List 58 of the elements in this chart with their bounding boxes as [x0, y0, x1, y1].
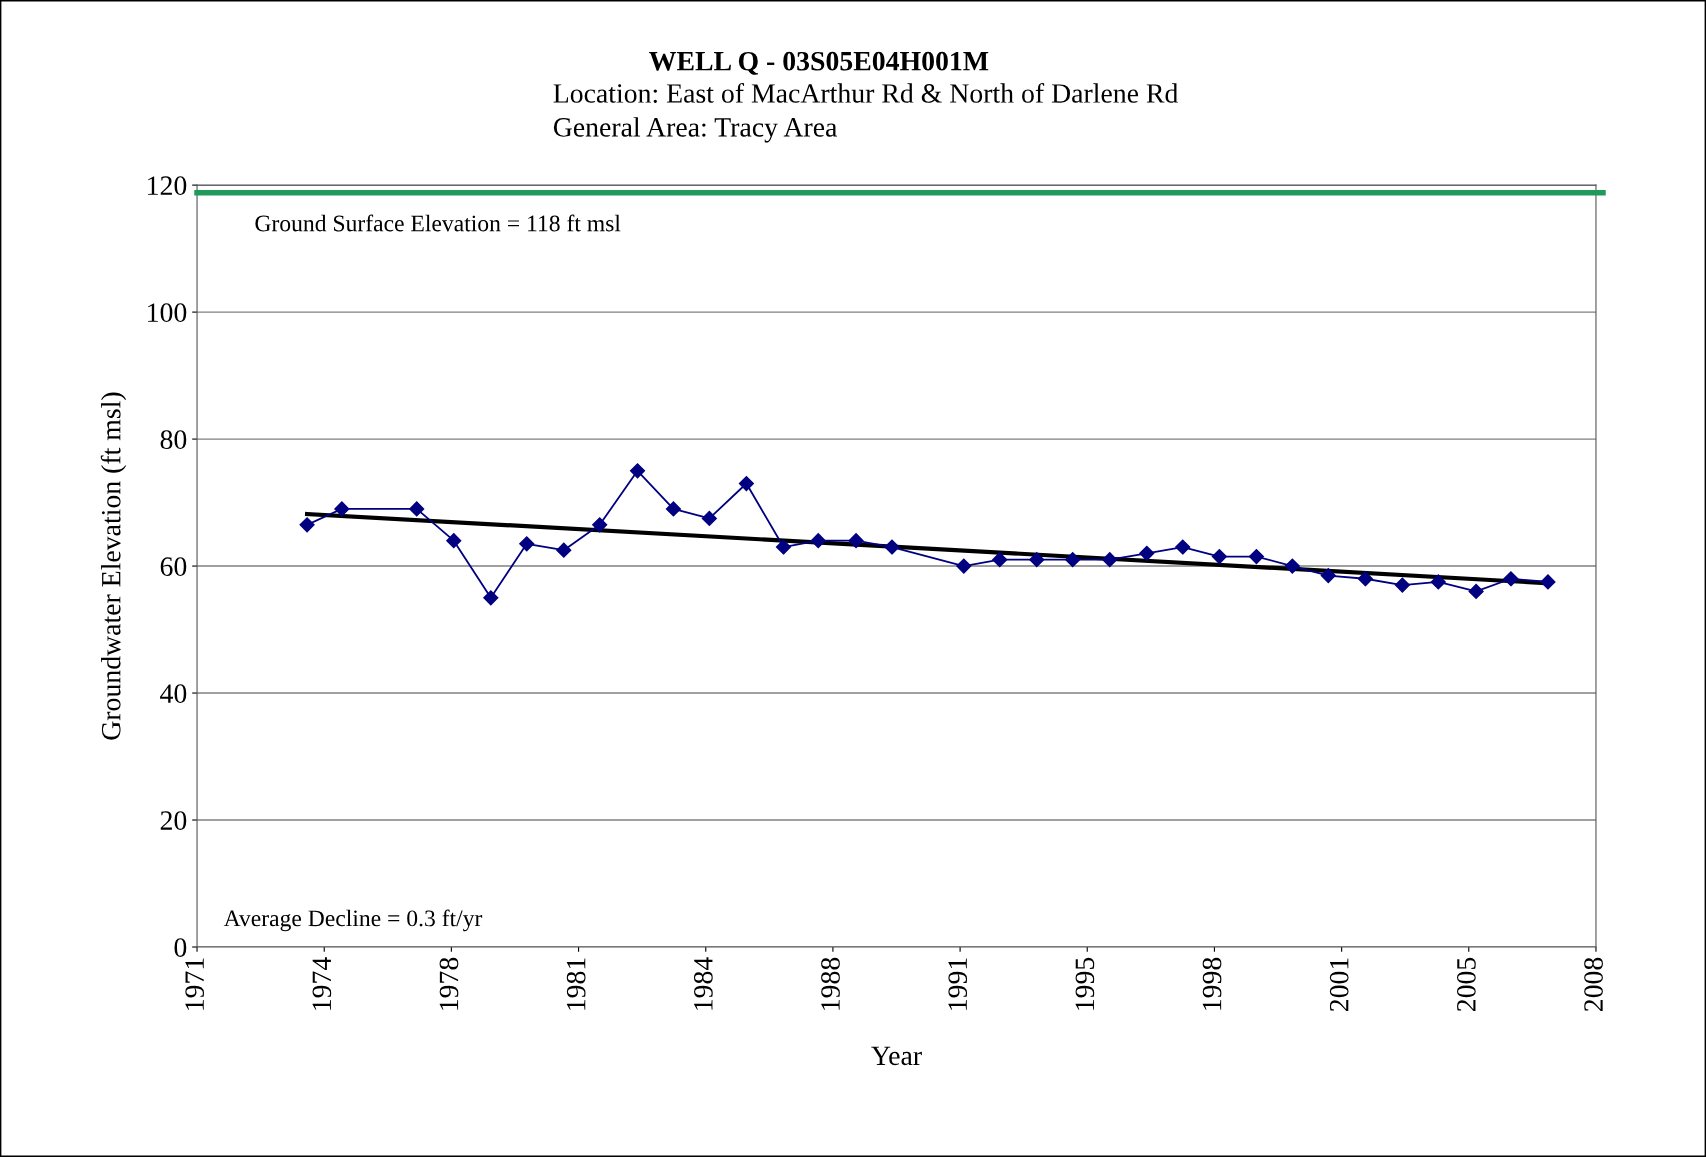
- point: [775, 539, 792, 555]
- point: [1503, 571, 1519, 587]
- point: [519, 536, 535, 552]
- x-tick-label: 1981: [566, 958, 586, 1010]
- annotation: Ground Surface Elevation = 118 ft msl: [255, 214, 621, 232]
- point: [665, 501, 682, 517]
- point: [409, 501, 425, 517]
- point: [1284, 558, 1300, 574]
- x-tick-label: 1984: [693, 957, 713, 1010]
- x-axis-title: Year: [871, 1046, 922, 1066]
- point: [1394, 577, 1410, 593]
- chart-title: WELL Q - 03S05E04H001M: [649, 51, 989, 75]
- y-tick-label: 120: [148, 176, 187, 196]
- point: [1211, 548, 1227, 565]
- point: [334, 501, 350, 517]
- point: [592, 517, 608, 533]
- x-tick-label: 1971: [185, 958, 204, 1010]
- point: [1540, 574, 1556, 590]
- point: [556, 542, 572, 558]
- point: [992, 552, 1008, 568]
- x-tick-label: 1998: [1202, 957, 1222, 1010]
- y-tick-label: 80: [160, 430, 187, 449]
- y-tick-label: 20: [160, 811, 187, 830]
- point: [1357, 571, 1373, 587]
- point: [884, 539, 900, 555]
- x-tick-label: 2001: [1329, 958, 1349, 1012]
- point: [1320, 568, 1336, 584]
- point: [848, 533, 864, 549]
- point: [1468, 583, 1484, 600]
- x-tick-label: 2008: [1584, 957, 1603, 1012]
- x-tick-label: 1995: [1075, 957, 1095, 1010]
- y-tick-label: 60: [160, 557, 187, 576]
- x-tick-label: 1974: [312, 957, 332, 1010]
- x-tick-label: 2005: [1456, 957, 1476, 1012]
- y-tick-label: 40: [160, 684, 187, 703]
- point: [629, 463, 646, 479]
- point: [1430, 574, 1446, 590]
- point: [299, 517, 315, 533]
- point: [1065, 552, 1081, 568]
- chart-subtitle: Location: East of MacArthur Rd & North of Darlene Rd General Area: Tracy Area: [553, 83, 1179, 143]
- point: [956, 558, 972, 574]
- y-tick-label: 0: [174, 938, 187, 957]
- point: [446, 533, 462, 549]
- y-tick-label: 100: [148, 303, 187, 323]
- point: [810, 533, 826, 549]
- x-tick-label: 1991: [948, 958, 968, 1010]
- y-axis-title: Groundwater Elevation (ft msl): [100, 392, 127, 740]
- point: [1139, 545, 1155, 561]
- point: [1029, 552, 1045, 568]
- point: [1102, 552, 1118, 568]
- point: [701, 510, 717, 527]
- x-tick-label: 1978: [439, 957, 459, 1010]
- point: [1248, 548, 1265, 565]
- point: [738, 475, 754, 492]
- annotation: Average Decline = 0.3 ft/yr: [223, 909, 483, 932]
- point: [483, 590, 499, 606]
- x-tick-label: 1988: [821, 957, 840, 1010]
- point: [1175, 539, 1191, 555]
